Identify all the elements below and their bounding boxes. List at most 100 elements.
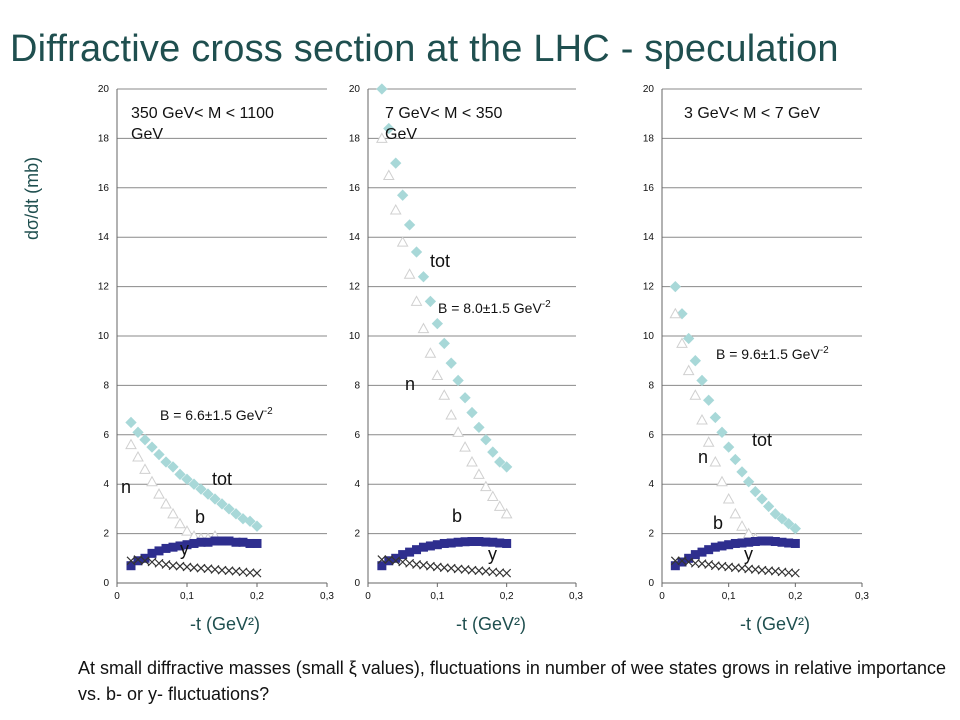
tot-point bbox=[756, 493, 768, 505]
b-point bbox=[704, 545, 714, 555]
tot-point bbox=[244, 515, 256, 527]
slide-title: Diffractive cross section at the LHC - s… bbox=[10, 28, 839, 70]
y-point bbox=[453, 564, 463, 574]
y-point bbox=[384, 555, 394, 564]
n-point bbox=[382, 169, 395, 180]
annotation-tot: tot bbox=[752, 430, 772, 450]
annotation-n: n bbox=[405, 374, 415, 394]
tot-point bbox=[696, 374, 708, 387]
x-tick-label: 0 bbox=[365, 591, 371, 602]
y-point bbox=[670, 556, 680, 566]
n-point bbox=[396, 236, 409, 247]
y-tick-label: 16 bbox=[349, 183, 361, 194]
b-point bbox=[384, 556, 394, 566]
b-point bbox=[730, 538, 740, 548]
y-point bbox=[460, 564, 470, 574]
b-point bbox=[757, 536, 767, 546]
n-point bbox=[742, 527, 755, 539]
n-point bbox=[403, 268, 416, 279]
annotation-b: b bbox=[713, 513, 723, 533]
slope-label: B = 8.0±1.5 GeV-2 bbox=[438, 299, 551, 316]
x-tick-label: 0,1 bbox=[722, 591, 736, 602]
b-point bbox=[750, 537, 760, 547]
n-point bbox=[153, 488, 165, 499]
x-tick-label: 0,3 bbox=[855, 591, 869, 602]
y-point bbox=[238, 567, 248, 577]
tot-point bbox=[146, 441, 158, 453]
tot-point bbox=[703, 394, 715, 406]
y-point bbox=[231, 566, 241, 576]
x-axis-title: -t (GeV²) bbox=[740, 614, 810, 634]
y-point bbox=[474, 566, 484, 576]
y-point bbox=[133, 555, 143, 564]
y-tick-label: 10 bbox=[643, 331, 655, 342]
y-point bbox=[147, 557, 157, 567]
tot-point bbox=[445, 357, 457, 369]
b-point bbox=[439, 538, 449, 548]
tot-point bbox=[397, 189, 409, 201]
n-point bbox=[139, 463, 151, 474]
y-point bbox=[439, 563, 449, 573]
n-point bbox=[493, 500, 506, 511]
y-point bbox=[210, 564, 220, 574]
b-point bbox=[405, 547, 415, 557]
slope-label: B = 9.6±1.5 GeV-2 bbox=[716, 345, 829, 362]
tot-point bbox=[410, 246, 423, 258]
annotation-b: b bbox=[195, 507, 205, 527]
y-tick-label: 14 bbox=[349, 232, 361, 243]
y-point bbox=[790, 568, 800, 578]
b-point bbox=[203, 537, 213, 547]
b-point bbox=[432, 540, 442, 550]
b-point bbox=[744, 537, 754, 547]
b-point bbox=[418, 542, 428, 552]
y-tick-label: 12 bbox=[349, 282, 361, 293]
b-point bbox=[252, 538, 262, 548]
b-point bbox=[175, 541, 185, 551]
y-point bbox=[140, 556, 150, 566]
b-point bbox=[717, 541, 727, 551]
y-tick-label: 2 bbox=[648, 529, 654, 540]
annotation-y: y bbox=[744, 544, 753, 564]
x-axis-title: -t (GeV²) bbox=[190, 614, 260, 634]
b-point bbox=[231, 537, 241, 547]
b-point bbox=[133, 556, 143, 566]
y-point bbox=[168, 561, 178, 571]
tot-point bbox=[776, 513, 788, 525]
b-point bbox=[446, 538, 456, 548]
b-point bbox=[154, 546, 164, 556]
b-point bbox=[495, 538, 505, 548]
b-point bbox=[161, 543, 171, 553]
y-point bbox=[481, 566, 491, 576]
b-point bbox=[684, 553, 694, 563]
tot-point bbox=[466, 406, 478, 419]
tot-point bbox=[181, 473, 193, 485]
tot-point bbox=[669, 280, 681, 293]
y-tick-label: 6 bbox=[354, 430, 360, 441]
n-point bbox=[389, 204, 402, 215]
panel-label-line2: GeV bbox=[385, 126, 417, 143]
x-tick-label: 0,2 bbox=[788, 591, 802, 602]
b-point bbox=[182, 540, 192, 550]
y-tick-label: 0 bbox=[103, 578, 109, 589]
n-point bbox=[669, 307, 682, 319]
b-point bbox=[488, 537, 498, 547]
tot-point bbox=[723, 441, 735, 453]
y-tick-label: 20 bbox=[643, 84, 655, 95]
b-point bbox=[502, 538, 512, 548]
y-point bbox=[391, 556, 401, 566]
n-point bbox=[729, 507, 742, 519]
n-point bbox=[466, 455, 478, 467]
x-axis-title: -t (GeV²) bbox=[456, 614, 526, 634]
b-point bbox=[697, 547, 707, 557]
tot-point bbox=[251, 520, 263, 532]
b-point bbox=[238, 537, 248, 547]
tot-point bbox=[167, 461, 179, 473]
n-point bbox=[146, 475, 158, 487]
tot-point bbox=[459, 392, 471, 404]
b-point bbox=[690, 550, 700, 560]
y-point bbox=[196, 563, 206, 573]
y-point bbox=[245, 568, 255, 578]
n-point bbox=[167, 507, 179, 519]
n-point bbox=[160, 497, 172, 509]
y-tick-label: 12 bbox=[98, 282, 110, 293]
